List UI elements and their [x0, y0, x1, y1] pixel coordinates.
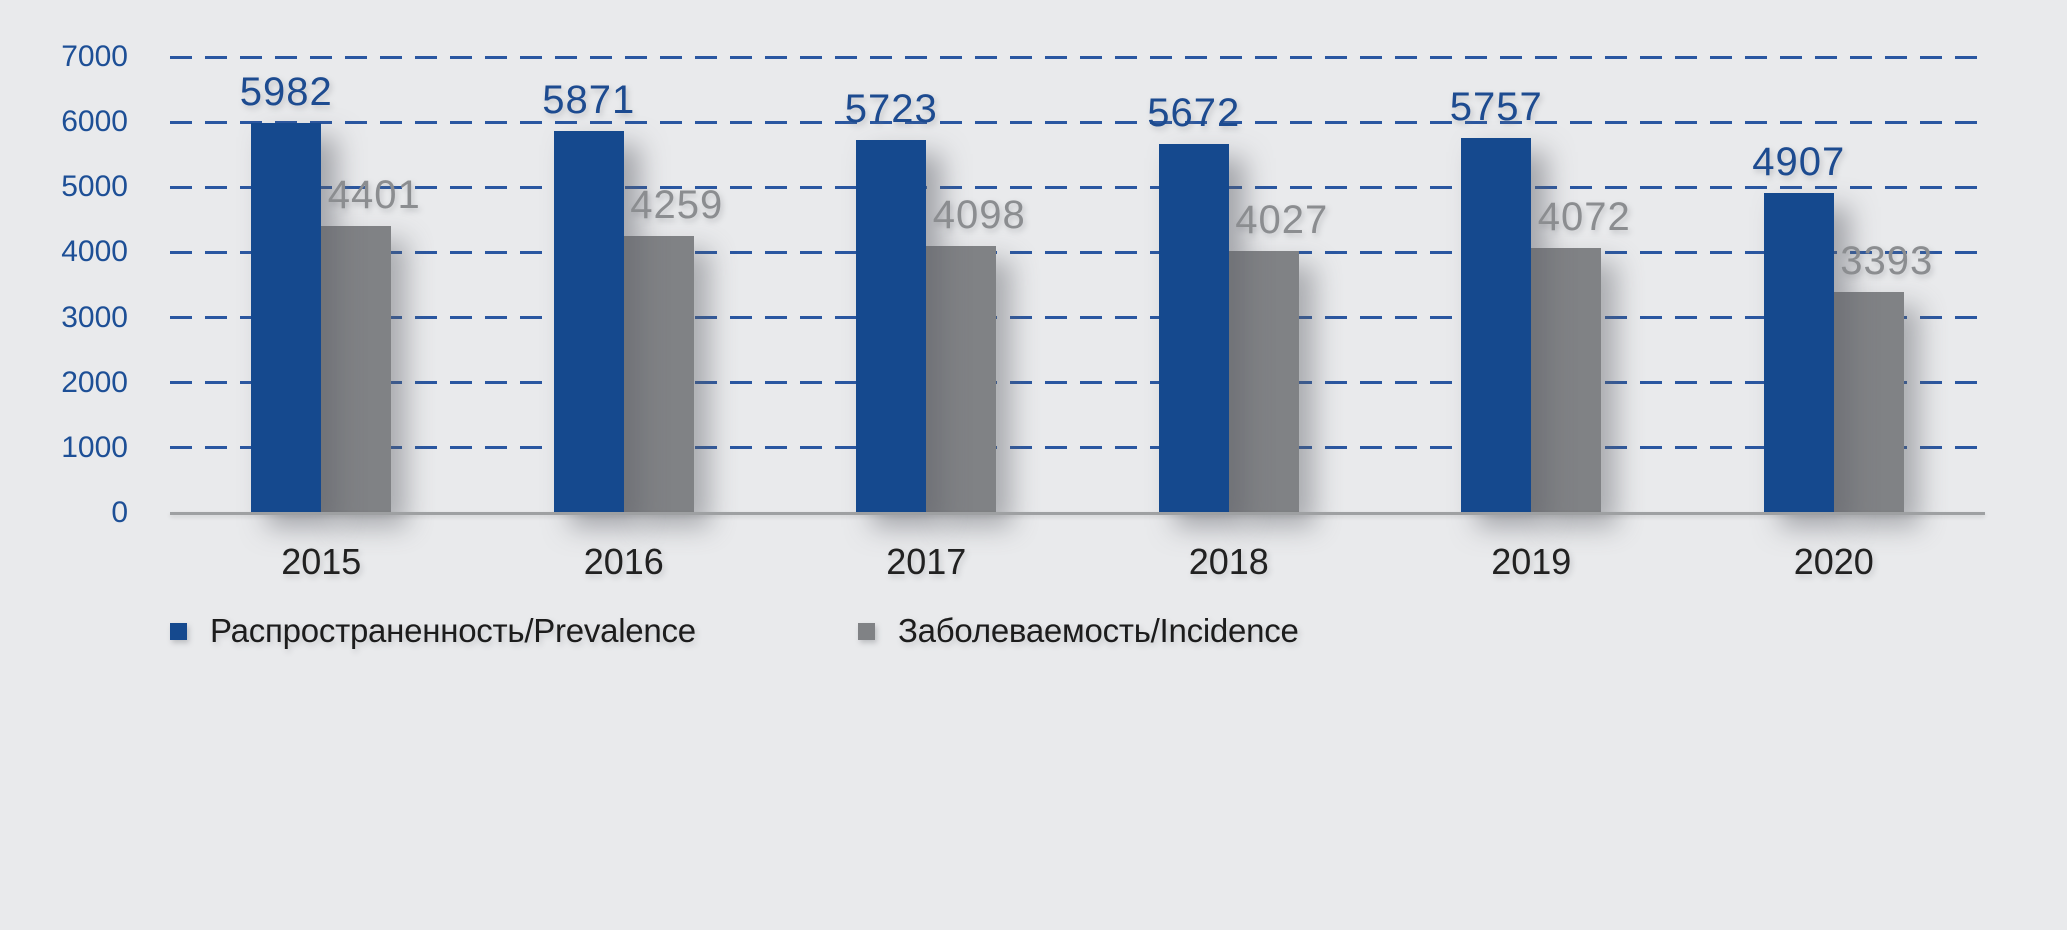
bar-incidence-2018	[1228, 250, 1299, 513]
value-label-2015-s0: 5982	[239, 70, 333, 115]
x-label-2017: 2017	[886, 541, 967, 582]
bar-incidence-2020	[1833, 291, 1904, 513]
bar-prevalence-2017	[856, 140, 927, 513]
bar-prevalence-2016	[553, 130, 624, 513]
y-tick-label-3000: 3000	[61, 300, 128, 334]
y-tick-label-6000: 6000	[61, 105, 128, 139]
y-tick-label-1000: 1000	[61, 430, 128, 464]
bar-incidence-2017	[926, 246, 997, 513]
legend-label-incidence: Заболеваемость/Incidence	[898, 612, 1299, 649]
bar-incidence-2019	[1531, 247, 1602, 513]
value-label-2016-s1: 4259	[630, 182, 724, 227]
value-label-2019-s0: 5757	[1449, 84, 1543, 129]
bar-prevalence-2019	[1461, 137, 1532, 513]
bar-prevalence-2015	[251, 123, 322, 513]
bar-incidence-2016	[623, 235, 694, 513]
x-label-2016: 2016	[583, 541, 664, 582]
legend-item-prevalence: Распространенность/Prevalence	[170, 611, 696, 651]
value-label-2017-s0: 5723	[844, 87, 938, 132]
value-label-2018-s1: 4027	[1235, 197, 1329, 242]
bar-prevalence-2018	[1158, 143, 1229, 513]
value-label-2017-s1: 4098	[932, 193, 1026, 238]
gridline-5000	[170, 185, 1985, 189]
y-tick-label-2000: 2000	[61, 365, 128, 399]
y-tick-label-4000: 4000	[61, 235, 128, 269]
gridline-4000	[170, 250, 1985, 254]
x-label-2019: 2019	[1491, 541, 1572, 582]
legend-item-incidence: Заболеваемость/Incidence	[858, 611, 1299, 651]
gridline-3000	[170, 316, 1985, 320]
value-label-2016-s0: 5871	[542, 77, 636, 122]
value-label-2020-s1: 3393	[1840, 238, 1934, 283]
gridline-1000	[170, 446, 1985, 450]
incidence-swatch-icon	[858, 622, 875, 640]
gridline-6000	[170, 120, 1985, 124]
x-label-2020: 2020	[1793, 541, 1874, 582]
value-label-2019-s1: 4072	[1537, 194, 1631, 239]
gridline-2000	[170, 381, 1985, 385]
gridline-7000	[170, 55, 1985, 59]
y-tick-label-5000: 5000	[61, 170, 128, 204]
x-axis-line	[170, 511, 1985, 515]
value-label-2020-s0: 4907	[1752, 140, 1846, 185]
value-label-2015-s1: 4401	[327, 173, 421, 218]
legend-label-prevalence: Распространенность/Prevalence	[210, 612, 696, 649]
x-label-2015: 2015	[281, 541, 362, 582]
bar-prevalence-2020	[1763, 193, 1834, 513]
bar-incidence-2015	[321, 226, 392, 513]
y-tick-label-7000: 7000	[61, 40, 128, 74]
prevalence-swatch-icon	[170, 622, 187, 640]
value-label-2018-s0: 5672	[1147, 90, 1241, 135]
y-tick-label-0: 0	[111, 496, 128, 529]
x-label-2018: 2018	[1188, 541, 1269, 582]
